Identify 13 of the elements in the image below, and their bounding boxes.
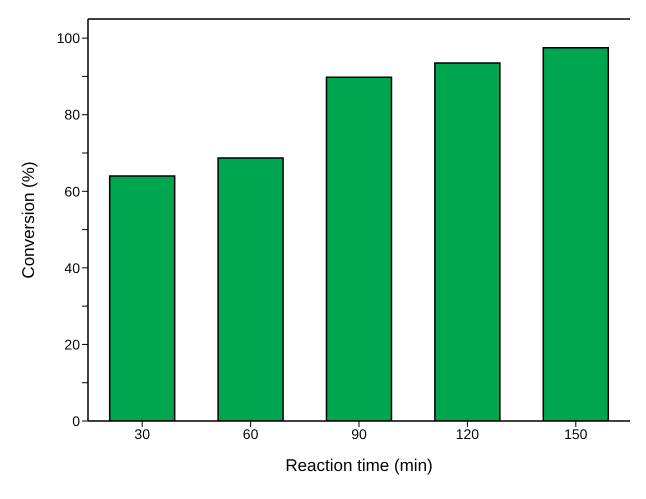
y-axis-title: Conversion (%) <box>19 161 38 279</box>
x-tick-label: 90 <box>351 426 367 442</box>
y-tick-label: 100 <box>56 30 80 46</box>
x-axis-title: Reaction time (min) <box>285 456 433 475</box>
y-tick-label: 0 <box>72 412 80 429</box>
y-tick-label: 40 <box>64 260 80 276</box>
y-tick-label: 60 <box>64 183 80 200</box>
y-tick-label: 20 <box>64 336 80 352</box>
x-tick-label: 60 <box>242 426 259 442</box>
y-tick-label: 80 <box>64 106 80 123</box>
x-tick-label: 150 <box>564 426 588 442</box>
x-tick-label: 120 <box>456 426 480 442</box>
x-tick-label: 30 <box>134 426 150 442</box>
